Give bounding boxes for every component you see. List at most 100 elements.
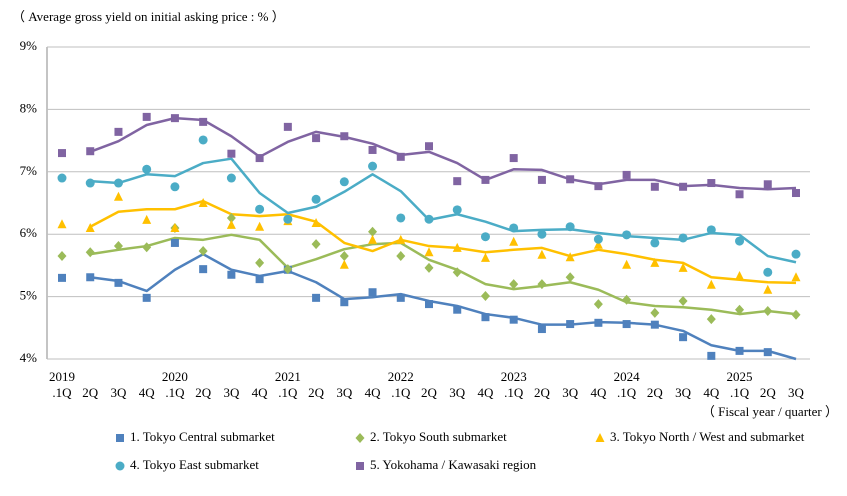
legend-label: 4. Tokyo East submarket [130, 457, 259, 472]
data-point [679, 182, 688, 191]
data-point [565, 222, 575, 232]
data-point [170, 222, 180, 232]
data-point [622, 320, 631, 329]
data-point [114, 127, 123, 136]
data-point [142, 293, 151, 302]
x-tick-label: 2Q [82, 385, 99, 400]
x-tick-label: 4Q [365, 385, 382, 400]
data-point [537, 325, 546, 334]
legend-marker [116, 434, 124, 442]
data-point [452, 242, 462, 252]
data-point [368, 226, 378, 237]
data-point [114, 278, 123, 287]
data-point [707, 351, 716, 360]
data-point [339, 259, 349, 269]
data-point [425, 300, 433, 309]
x-axis-title: （ Fiscal year / quarter ） [702, 404, 838, 419]
x-tick-label: 2Q [760, 385, 777, 400]
data-point [170, 238, 179, 247]
data-point [86, 147, 95, 156]
data-point [311, 217, 321, 227]
data-point [622, 170, 631, 179]
data-point [368, 145, 377, 154]
data-point [481, 313, 490, 322]
data-point [791, 309, 801, 320]
data-point [339, 177, 349, 187]
data-point [678, 262, 688, 272]
data-point [113, 241, 123, 252]
data-point [593, 299, 603, 310]
data-point [566, 320, 575, 329]
data-point [424, 247, 434, 257]
legend-label: 3. Tokyo North / West and submarket [610, 429, 805, 444]
data-point [565, 272, 575, 283]
data-point [170, 182, 180, 192]
legend-label: 5. Yokohama / Kawasaki region [370, 457, 537, 472]
x-tick-label: 2Q [308, 385, 325, 400]
x-tick-label: 2Q [647, 385, 664, 400]
data-point [255, 221, 265, 231]
x-tick-label: 2020.1Q [162, 369, 188, 400]
data-point [706, 225, 716, 235]
x-tick-label: 4Q [590, 385, 607, 400]
data-point [679, 333, 688, 342]
data-point [565, 252, 575, 262]
y-tick-label: 6% [20, 225, 38, 240]
legend-label: 1. Tokyo Central submarket [130, 429, 275, 444]
data-point [452, 267, 462, 278]
x-tick-label: 3Q [562, 385, 579, 400]
data-point [340, 132, 349, 141]
trend-line [89, 116, 797, 191]
data-point [199, 265, 208, 274]
data-point [58, 273, 66, 282]
x-tick-label: 3Q [336, 385, 353, 400]
x-tick-label: 2019.1Q [49, 369, 75, 400]
data-point [311, 194, 321, 204]
data-point [763, 305, 773, 316]
data-point [312, 293, 321, 302]
data-point [763, 348, 772, 357]
data-point [85, 222, 95, 232]
data-point [537, 229, 547, 239]
data-point [311, 239, 321, 250]
data-point [396, 234, 406, 244]
data-point [57, 173, 67, 183]
data-point [226, 212, 236, 223]
x-tick-label: 2023.1Q [501, 369, 527, 400]
data-point [312, 134, 321, 143]
x-tick-label: 3Q [223, 385, 240, 400]
x-tick-label: 2021.1Q [275, 369, 301, 400]
data-point [198, 135, 208, 145]
x-tick-label: 4Q [478, 385, 495, 400]
data-point [678, 233, 688, 243]
data-point [425, 142, 433, 151]
data-point [198, 198, 208, 207]
x-tick-label: 3Q [675, 385, 692, 400]
data-point [509, 223, 519, 233]
data-point [481, 175, 490, 184]
trend-line [90, 157, 797, 264]
data-point [650, 182, 659, 191]
data-point [480, 232, 490, 242]
data-point [593, 234, 603, 244]
y-tick-label: 5% [20, 288, 38, 303]
data-point [763, 180, 772, 189]
data-point [707, 179, 716, 188]
data-point [791, 272, 801, 282]
data-point [537, 279, 547, 290]
data-point [453, 305, 462, 314]
data-point [142, 164, 152, 174]
data-point [509, 315, 518, 324]
data-point [142, 242, 152, 253]
trend-line [90, 252, 797, 361]
data-point [735, 346, 744, 355]
data-point [622, 294, 632, 305]
legend-marker [595, 433, 605, 442]
data-point [255, 154, 264, 163]
data-point [735, 271, 745, 281]
x-tick-label: 4Q [252, 385, 269, 400]
data-point [170, 114, 179, 123]
data-point [340, 298, 349, 307]
data-point [509, 279, 519, 290]
